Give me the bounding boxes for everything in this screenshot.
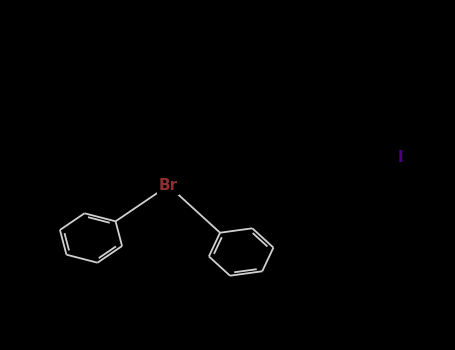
Text: I: I [398,150,403,165]
Text: Br: Br [159,178,178,193]
